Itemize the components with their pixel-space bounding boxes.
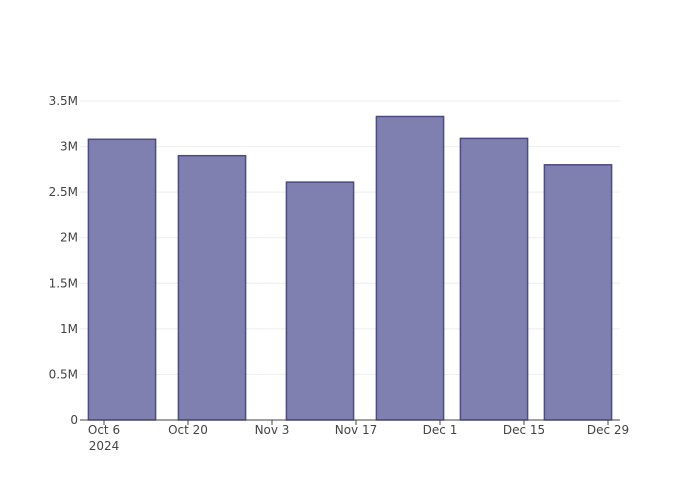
y-tick-label: 2M <box>60 231 78 245</box>
bar <box>177 154 247 421</box>
x-year-label: 2024 <box>89 439 120 453</box>
x-tick-label: Dec 15 <box>503 423 545 437</box>
y-tick-label: 3.5M <box>49 94 78 108</box>
bar <box>543 164 613 421</box>
x-tick-label: Nov 3 <box>255 423 290 437</box>
bar <box>285 181 355 421</box>
x-tick-label: Oct 6 <box>88 423 120 437</box>
y-tick-label: 1M <box>60 322 78 336</box>
y-tick-label: 2.5M <box>49 185 78 199</box>
x-tick-label: Dec 29 <box>587 423 629 437</box>
bar <box>459 137 529 421</box>
y-tick-label: 0.5M <box>49 367 78 381</box>
y-tick-label: 3M <box>60 140 78 154</box>
y-tick-label: 1.5M <box>49 276 78 290</box>
bar <box>375 115 445 421</box>
bar <box>87 138 157 421</box>
y-tick-label: 0 <box>70 413 78 427</box>
x-tick-label: Oct 20 <box>168 423 208 437</box>
x-tick-label: Dec 1 <box>423 423 458 437</box>
x-tick-label: Nov 17 <box>335 423 378 437</box>
